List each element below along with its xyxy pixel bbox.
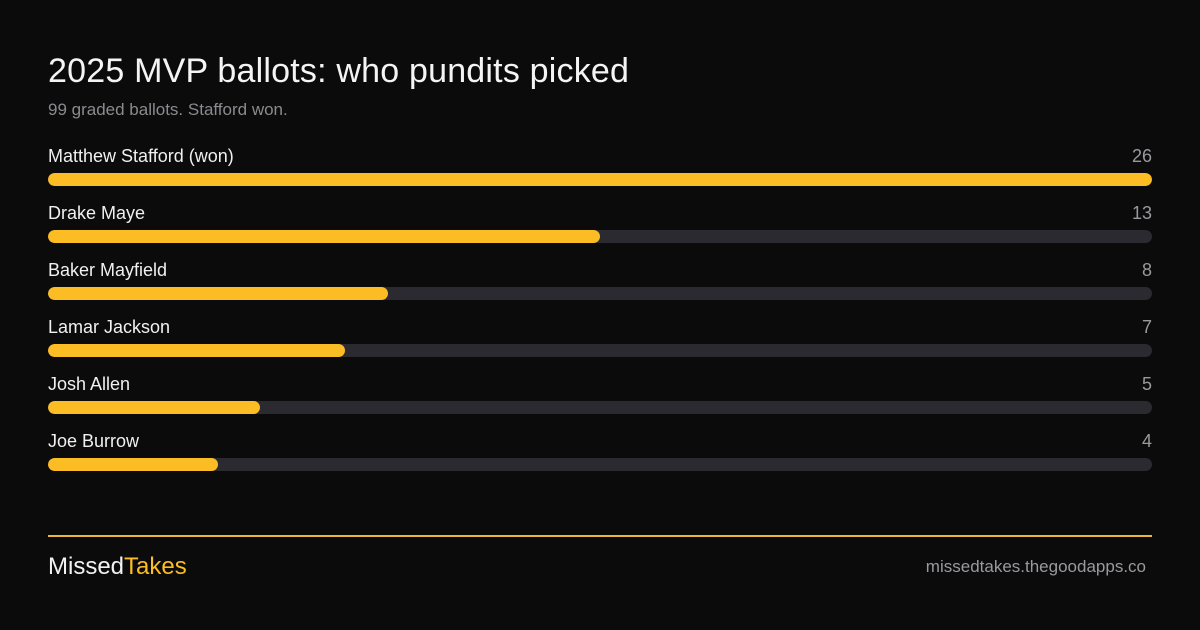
site-url: missedtakes.thegoodapps.co — [925, 557, 1146, 576]
bar-track — [48, 458, 1152, 471]
bar-value-label: 26 — [1131, 146, 1152, 166]
bar — [48, 230, 600, 243]
bar-row: Baker Mayfield 8 — [48, 258, 1152, 315]
brand-name-part1: Missed — [48, 553, 125, 580]
bar-row: Lamar Jackson 7 — [48, 315, 1152, 372]
bar — [48, 344, 346, 357]
bar-row: Matthew Stafford (won) 26 — [48, 144, 1152, 201]
bar-row: Drake Maye 13 — [48, 201, 1152, 258]
bar-track — [48, 344, 1152, 357]
bar-label: Baker Mayfield — [48, 260, 168, 280]
bar-track — [48, 287, 1152, 300]
bar-value-label: 8 — [1141, 260, 1152, 280]
bar-value-label: 13 — [1131, 203, 1152, 223]
bar-track — [48, 230, 1152, 243]
bar-label: Lamar Jackson — [48, 317, 171, 337]
bar-track — [48, 401, 1152, 414]
brand-logo: MissedTakes — [48, 553, 187, 581]
bar-value-label: 7 — [1141, 317, 1152, 337]
bar-chart: Matthew Stafford (won) 26 Drake Maye 13 Bake… — [48, 144, 1152, 486]
bar — [48, 173, 1152, 186]
bar-label: Matthew Stafford (won) — [48, 146, 234, 166]
bar-label: Josh Allen — [48, 374, 131, 394]
bar-label: Joe Burrow — [48, 431, 140, 451]
brand-name-part2: Takes — [124, 553, 187, 580]
bar — [48, 287, 388, 300]
footer-divider — [48, 535, 1152, 537]
bar-value-label: 5 — [1141, 374, 1152, 394]
bar-label: Drake Maye — [48, 203, 146, 223]
chart-subtitle: 99 graded ballots. Stafford won. — [48, 100, 288, 119]
chart-title: 2025 MVP ballots: who pundits picked — [48, 52, 630, 90]
bar-row: Josh Allen 5 — [48, 372, 1152, 429]
bar — [48, 458, 218, 471]
bar-row: Joe Burrow 4 — [48, 429, 1152, 486]
bar — [48, 401, 261, 414]
bar-track — [48, 173, 1152, 186]
bar-value-label: 4 — [1141, 431, 1152, 451]
